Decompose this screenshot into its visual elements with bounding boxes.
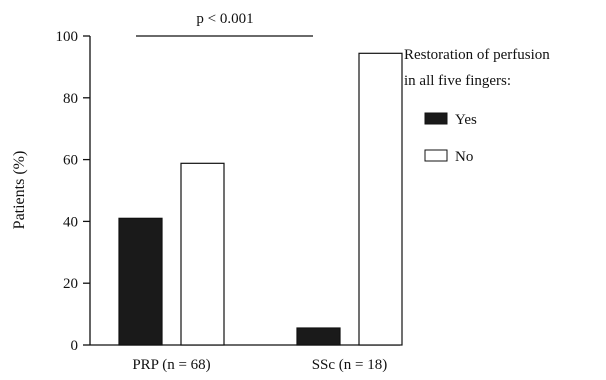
legend-swatch-no <box>425 150 447 161</box>
legend: Restoration of perfusion in all five fin… <box>404 47 550 165</box>
significance-annotation: p < 0.001 <box>136 11 313 36</box>
y-tick-label: 60 <box>63 153 78 169</box>
y-tick-label: 0 <box>71 338 79 354</box>
legend-swatch-yes <box>425 113 447 124</box>
x-category-label: SSc (n = 18) <box>312 357 388 373</box>
p-value-label: p < 0.001 <box>196 11 253 27</box>
legend-label-yes: Yes <box>455 112 477 128</box>
legend-label-no: No <box>455 149 473 165</box>
legend-title-line-2: in all five fingers: <box>404 73 511 89</box>
y-tick-label: 80 <box>63 91 78 107</box>
x-category-label: PRP (n = 68) <box>132 357 210 373</box>
bar-no-1 <box>359 53 402 345</box>
bar-no-0 <box>181 163 224 345</box>
bar-yes-0 <box>119 218 162 345</box>
legend-title-line-1: Restoration of perfusion <box>404 47 550 63</box>
y-tick-label: 100 <box>56 29 79 45</box>
bar-yes-1 <box>297 328 340 345</box>
y-tick-label: 40 <box>63 214 78 230</box>
y-axis: 0 20 40 60 80 100 <box>56 29 91 354</box>
y-tick-label: 20 <box>63 276 78 292</box>
y-axis-label: Patients (%) <box>11 151 28 230</box>
